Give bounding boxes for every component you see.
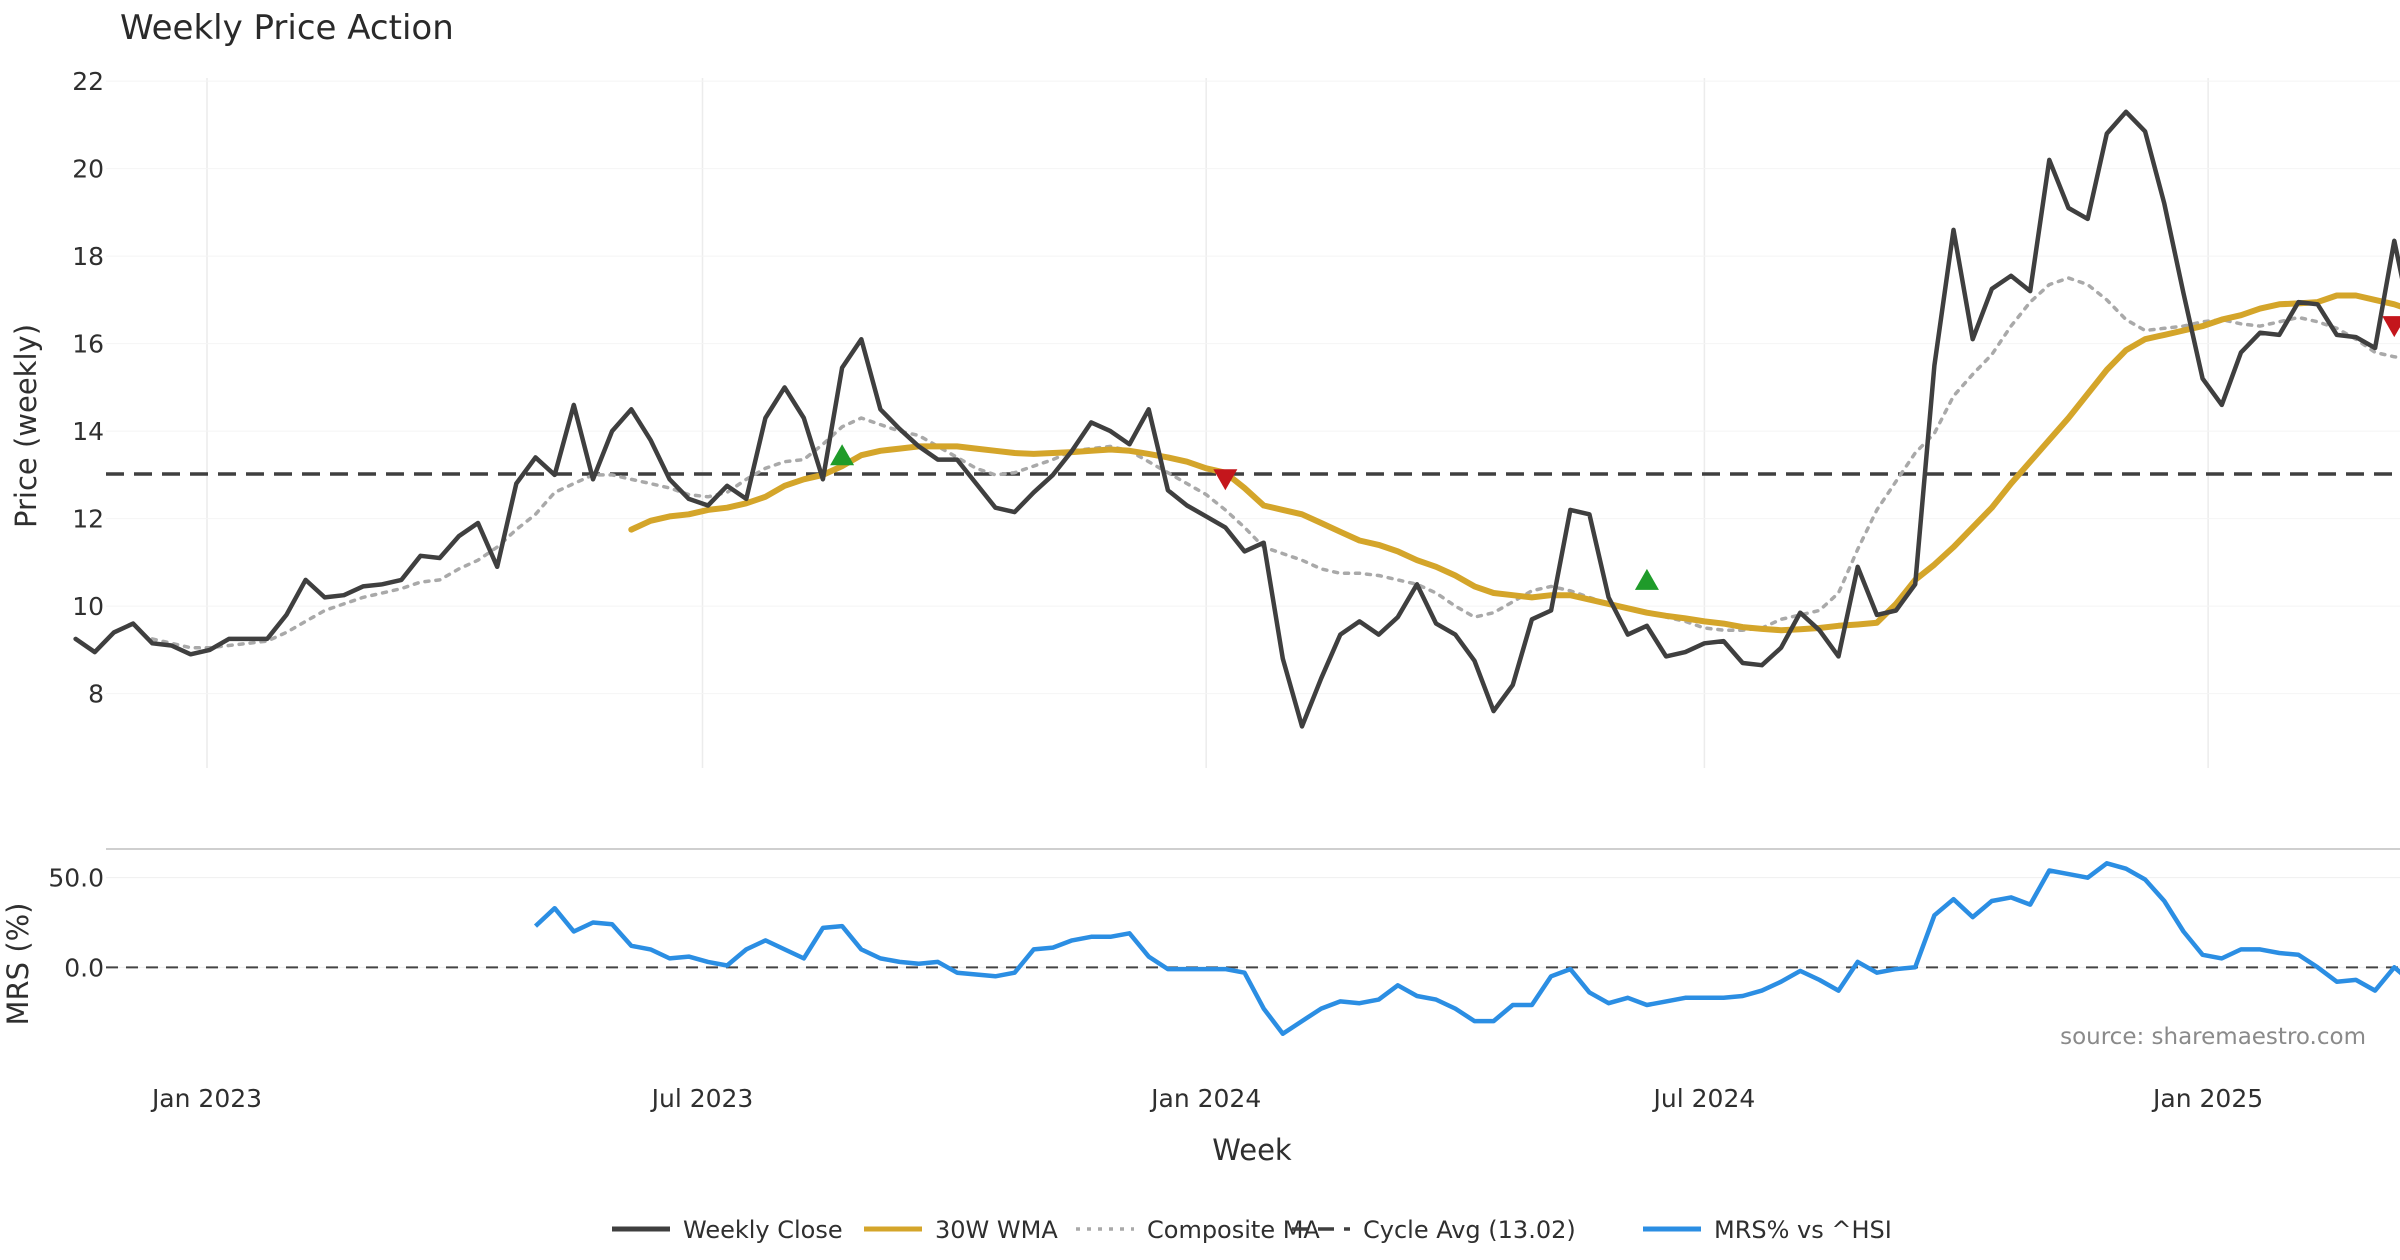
mrs-y-axis-label: MRS (%): [1, 903, 35, 1026]
sell-signal-marker: [1213, 469, 1238, 491]
legend-label: Weekly Close: [683, 1216, 843, 1244]
legend-label: Composite MA: [1147, 1216, 1320, 1244]
composite-ma-line: [150, 276, 2400, 650]
x-tick-labels: Jan 2023 Jul 2023 Jan 2024 Jul 2024 Jan 2025…: [150, 1084, 2263, 1113]
legend-label: 30W WMA: [935, 1216, 1058, 1244]
buy-signal-marker: [1634, 568, 1659, 590]
mrs-vs-hsi-line: [533, 861, 2400, 1036]
x-axis-label: Week: [1212, 1133, 1292, 1167]
price-y-tick-label: 22: [72, 67, 104, 96]
x-tick-label: Jan 2023: [150, 1084, 262, 1113]
mrs-gridlines: [106, 877, 2400, 968]
x-tick-label: Jul 2024: [1652, 1084, 1756, 1113]
x-tick-label: Jul 2023: [650, 1084, 754, 1113]
weekly-close-line: [73, 109, 2400, 729]
price-gridlines: [106, 78, 2400, 768]
price-y-tick-labels: 8 10 12 14 16 18 20 22: [72, 67, 104, 709]
price-y-axis-label: Price (weekly): [9, 324, 43, 528]
legend-label: Cycle Avg (13.02): [1363, 1216, 1576, 1244]
x-tick-label: Jan 2025: [2151, 1084, 2263, 1113]
price-y-tick-label: 14: [72, 417, 104, 446]
price-y-tick-label: 12: [72, 505, 104, 534]
price-y-tick-label: 20: [72, 155, 104, 184]
chart-title: Weekly Price Action: [120, 8, 454, 48]
price-y-tick-label: 18: [72, 242, 104, 271]
price-y-tick-label: 16: [72, 330, 104, 359]
mrs-y-tick-labels: 0.0 50.0: [48, 864, 104, 983]
legend: Weekly Close 30W WMA Composite MA Cycle Avg…: [612, 1216, 1892, 1244]
buy-signal-marker: [830, 444, 855, 466]
source-credit: source: sharemaestro.com: [2060, 1024, 2366, 1050]
signal-markers: [830, 316, 2400, 590]
price-y-tick-label: 8: [88, 680, 104, 709]
mrs-y-tick-label: 50.0: [48, 864, 104, 893]
price-y-tick-label: 10: [72, 592, 104, 621]
legend-label: MRS% vs ^HSI: [1714, 1216, 1892, 1244]
x-tick-label: Jan 2024: [1149, 1084, 1261, 1113]
wma-30w-line: [628, 292, 2400, 634]
mrs-y-tick-label: 0.0: [64, 953, 104, 982]
sell-signal-marker: [2382, 316, 2400, 338]
